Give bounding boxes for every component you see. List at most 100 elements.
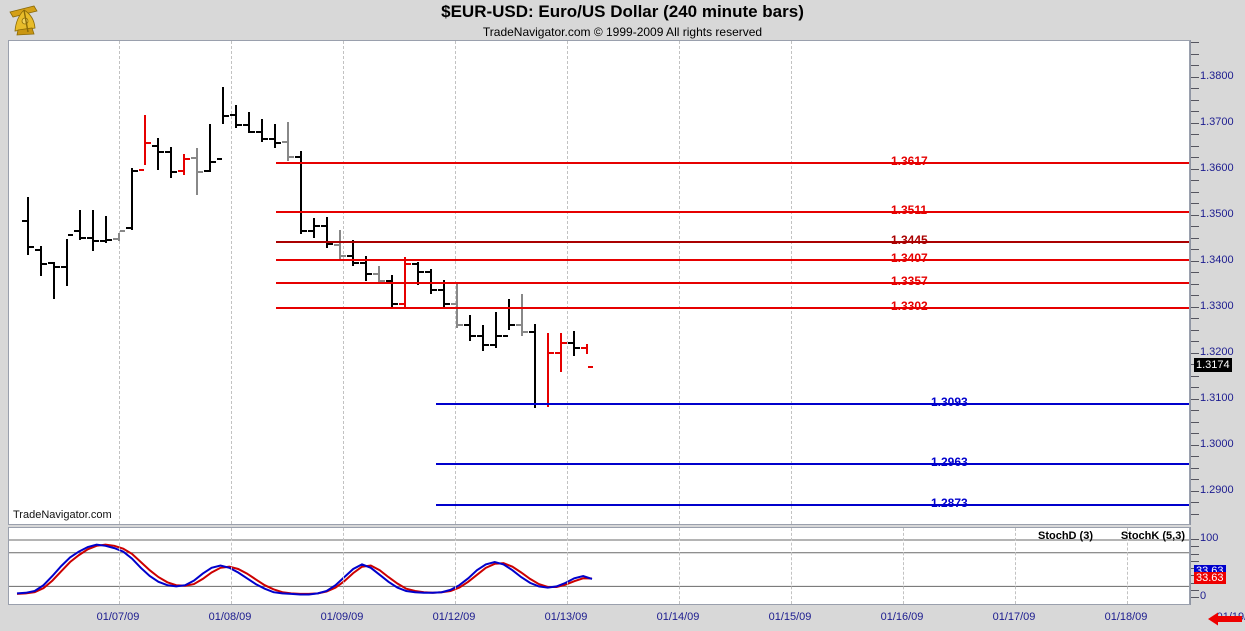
price-axis-label: 1.3000 bbox=[1200, 437, 1234, 450]
ohlc-bar bbox=[27, 197, 29, 255]
ohlc-open-tick bbox=[295, 156, 300, 158]
ohlc-bar bbox=[378, 266, 380, 283]
ohlc-close-tick bbox=[146, 142, 151, 145]
date-axis-label: 01/07/09 bbox=[96, 611, 140, 623]
price-level-line[interactable] bbox=[436, 403, 1189, 406]
ohlc-bar bbox=[66, 238, 68, 286]
date-axis-label: 01/18/09 bbox=[1104, 611, 1148, 623]
watermark: TradeNavigator.com bbox=[13, 509, 112, 521]
price-chart-pane[interactable]: 1.3617 1.3511 1.3445 1.3407 1.3357 1.3302 1.30… bbox=[8, 40, 1190, 525]
price-level-label: 1.3093 bbox=[931, 395, 968, 410]
date-axis-label: 01/08/09 bbox=[208, 611, 252, 623]
price-level-dash bbox=[875, 281, 887, 284]
price-axis-label: 1.3500 bbox=[1200, 207, 1234, 220]
price-axis-tick bbox=[1191, 295, 1199, 296]
ohlc-open-tick bbox=[412, 262, 417, 265]
ohlc-open-tick bbox=[165, 151, 170, 154]
ohlc-close-tick bbox=[523, 330, 528, 333]
ohlc-open-tick bbox=[152, 144, 157, 147]
chart-header: $EUR-USD: Euro/US Dollar (240 minute bar… bbox=[0, 0, 1245, 40]
stoch-axis-tick bbox=[1191, 561, 1199, 562]
price-axis-tick bbox=[1191, 54, 1199, 55]
ohlc-bar bbox=[79, 210, 81, 240]
ohlc-close-tick bbox=[237, 123, 242, 126]
ohlc-close-tick bbox=[419, 271, 424, 273]
ohlc-bar bbox=[560, 333, 562, 373]
price-axis-tick bbox=[1191, 433, 1199, 434]
ohlc-open-tick bbox=[321, 225, 326, 227]
price-level-line[interactable] bbox=[276, 161, 1189, 164]
price-level-line[interactable] bbox=[276, 258, 1189, 261]
ohlc-bar bbox=[495, 312, 497, 349]
ohlc-bar bbox=[391, 274, 393, 308]
gridline-vertical bbox=[567, 528, 568, 604]
price-axis-tick bbox=[1191, 399, 1199, 400]
price-level-line[interactable] bbox=[276, 210, 1189, 213]
price-level-line[interactable] bbox=[436, 462, 1189, 465]
stochastic-pane[interactable]: StochD (3) StochK (5,3) bbox=[8, 527, 1190, 605]
price-level-dash bbox=[875, 306, 887, 309]
ohlc-open-tick bbox=[178, 169, 183, 172]
ohlc-open-tick bbox=[503, 335, 508, 338]
red-left-arrow-icon bbox=[1208, 612, 1242, 626]
price-level-label: 1.2873 bbox=[931, 496, 968, 511]
gridline-vertical bbox=[119, 528, 120, 604]
price-axis-tick bbox=[1191, 77, 1199, 78]
ohlc-close-tick bbox=[289, 156, 294, 158]
ohlc-close-tick bbox=[42, 262, 47, 265]
ohlc-open-tick bbox=[555, 351, 560, 354]
date-axis-label: 01/12/09 bbox=[432, 611, 476, 623]
price-level-label: 1.3357 bbox=[891, 273, 928, 288]
ohlc-bar bbox=[508, 298, 510, 330]
price-level-line[interactable] bbox=[276, 241, 1189, 244]
ohlc-open-tick bbox=[516, 323, 521, 326]
ohlc-close-tick bbox=[328, 243, 333, 246]
ohlc-open-tick bbox=[438, 289, 443, 292]
price-axis-tick bbox=[1191, 307, 1199, 308]
gridline-vertical bbox=[343, 528, 344, 604]
ohlc-open-tick bbox=[100, 239, 105, 242]
price-axis-tick bbox=[1191, 111, 1199, 112]
ohlc-close-tick bbox=[393, 303, 398, 306]
ohlc-close-tick bbox=[354, 261, 359, 264]
ohlc-open-tick bbox=[347, 254, 352, 257]
price-axis-tick bbox=[1191, 261, 1199, 262]
legend-stoch-d: StochD (3) bbox=[1038, 530, 1093, 542]
ohlc-open-tick bbox=[334, 244, 339, 247]
ohlc-close-tick bbox=[198, 170, 203, 173]
ohlc-close-tick bbox=[133, 169, 138, 172]
ohlc-bar bbox=[469, 314, 471, 341]
date-axis-label: 01/15/09 bbox=[768, 611, 812, 623]
price-level-line[interactable] bbox=[436, 504, 1189, 507]
ohlc-bar bbox=[209, 123, 211, 173]
ohlc-open-tick bbox=[48, 261, 53, 264]
price-axis-tick bbox=[1191, 318, 1199, 319]
price-level-line[interactable] bbox=[276, 306, 1189, 309]
price-axis-label: 1.3200 bbox=[1200, 345, 1234, 358]
ohlc-open-tick bbox=[464, 323, 469, 326]
price-axis-tick bbox=[1191, 341, 1199, 342]
ohlc-close-tick bbox=[367, 273, 372, 276]
gridline-vertical bbox=[791, 528, 792, 604]
price-level-dash bbox=[875, 258, 887, 261]
ohlc-bar bbox=[118, 233, 120, 241]
ohlc-close-tick bbox=[211, 160, 216, 163]
ohlc-open-tick bbox=[113, 237, 118, 240]
ohlc-close-tick bbox=[575, 346, 580, 349]
price-axis-tick bbox=[1191, 491, 1199, 492]
ohlc-open-tick bbox=[74, 229, 79, 232]
price-axis-tick bbox=[1191, 330, 1199, 331]
date-axis: 01/07/09 01/08/09 01/09/09 01/12/09 01/13/09… bbox=[0, 605, 1245, 631]
stoch-axis-label: 100 bbox=[1200, 532, 1219, 544]
gridline-vertical bbox=[119, 41, 120, 524]
price-axis-tick bbox=[1191, 65, 1199, 66]
price-axis-tick bbox=[1191, 215, 1199, 216]
page-title: $EUR-USD: Euro/US Dollar (240 minute bar… bbox=[441, 2, 804, 21]
price-axis-tick bbox=[1191, 514, 1199, 515]
price-level-line[interactable] bbox=[276, 281, 1189, 284]
price-axis-tick bbox=[1191, 422, 1199, 423]
ohlc-close-tick bbox=[302, 229, 307, 232]
ohlc-open-tick bbox=[126, 227, 131, 230]
ohlc-open-tick bbox=[256, 130, 261, 133]
gridline-vertical bbox=[1015, 528, 1016, 604]
